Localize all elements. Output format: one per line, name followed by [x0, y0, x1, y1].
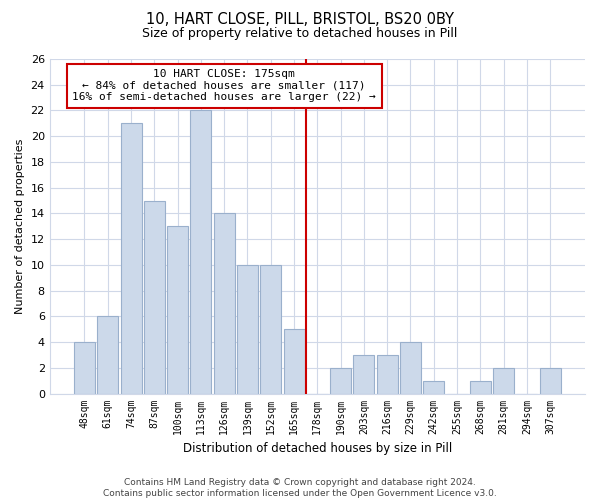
Bar [97, 316, 118, 394]
X-axis label: Distribution of detached houses by size in Pill: Distribution of detached houses by size … [183, 442, 452, 455]
Bar [237, 265, 258, 394]
Bar [470, 380, 491, 394]
Bar [493, 368, 514, 394]
Text: Contains HM Land Registry data © Crown copyright and database right 2024.
Contai: Contains HM Land Registry data © Crown c… [103, 478, 497, 498]
Text: 10 HART CLOSE: 175sqm
← 84% of detached houses are smaller (117)
16% of semi-det: 10 HART CLOSE: 175sqm ← 84% of detached … [73, 70, 376, 102]
Bar [353, 355, 374, 394]
Bar [121, 124, 142, 394]
Bar [284, 329, 305, 394]
Text: Size of property relative to detached houses in Pill: Size of property relative to detached ho… [142, 28, 458, 40]
Bar [190, 110, 211, 394]
Text: 10, HART CLOSE, PILL, BRISTOL, BS20 0BY: 10, HART CLOSE, PILL, BRISTOL, BS20 0BY [146, 12, 454, 28]
Bar [74, 342, 95, 394]
Bar [377, 355, 398, 394]
Bar [167, 226, 188, 394]
Bar [144, 200, 165, 394]
Bar [214, 214, 235, 394]
Bar [330, 368, 351, 394]
Bar [540, 368, 560, 394]
Bar [423, 380, 444, 394]
Bar [400, 342, 421, 394]
Y-axis label: Number of detached properties: Number of detached properties [15, 138, 25, 314]
Bar [260, 265, 281, 394]
